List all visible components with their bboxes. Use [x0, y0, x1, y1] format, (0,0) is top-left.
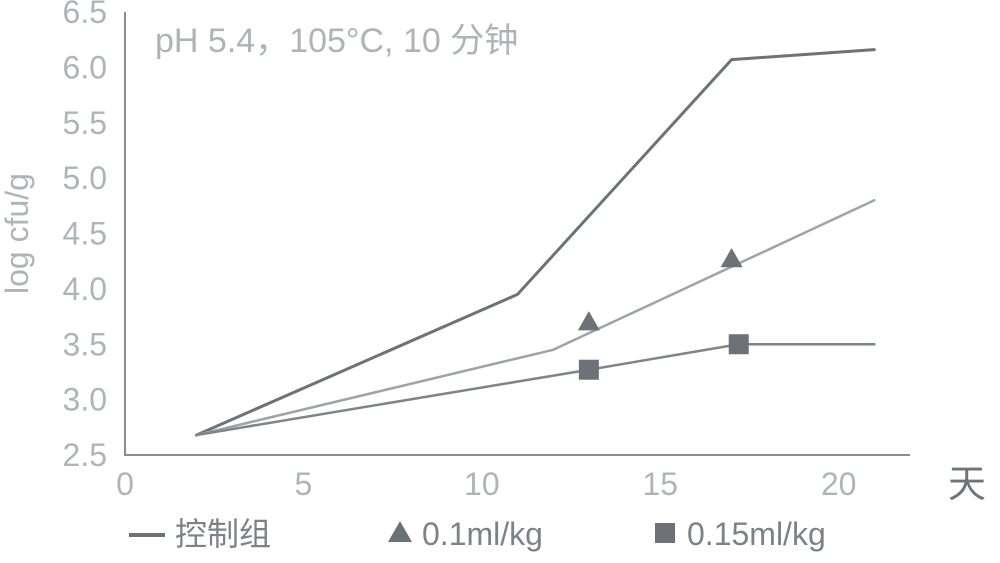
chart-subtitle: pH 5.4，105°C, 10 分钟 [155, 22, 518, 60]
x-tick-label: 20 [821, 466, 857, 502]
x-tick-label: 0 [116, 466, 134, 502]
legend-label: 0.1ml/kg [422, 516, 543, 552]
legend-square-swatch [655, 523, 675, 543]
square-marker [579, 360, 599, 380]
line-chart: 2.5 3.0 3.5 4.0 4.5 5.0 5.5 6.0 6.5 log cfu/g pH 5… [0, 0, 1000, 563]
square-marker [729, 334, 749, 354]
y-tick-label: 2.5 [63, 437, 107, 473]
y-tick-label: 4.0 [63, 271, 107, 307]
y-tick-label: 4.5 [63, 216, 107, 252]
legend-label: 0.15ml/kg [687, 516, 826, 552]
y-tick-label: 6.0 [63, 49, 107, 85]
x-axis-label: 天 [948, 464, 986, 506]
y-tick-label: 3.5 [63, 326, 107, 362]
y-tick-label: 6.5 [63, 0, 107, 30]
y-tick-label: 5.5 [63, 105, 107, 141]
y-tick-label: 3.0 [63, 382, 107, 418]
x-tick-label: 15 [642, 466, 678, 502]
y-axis-label: log cfu/g [0, 173, 35, 294]
x-tick-label: 5 [295, 466, 313, 502]
x-tick-label: 10 [464, 466, 500, 502]
y-tick-label: 5.0 [63, 160, 107, 196]
chart-svg: 2.5 3.0 3.5 4.0 4.5 5.0 5.5 6.0 6.5 log cfu/g pH 5… [0, 0, 1000, 563]
legend-label: 控制组 [175, 516, 271, 552]
